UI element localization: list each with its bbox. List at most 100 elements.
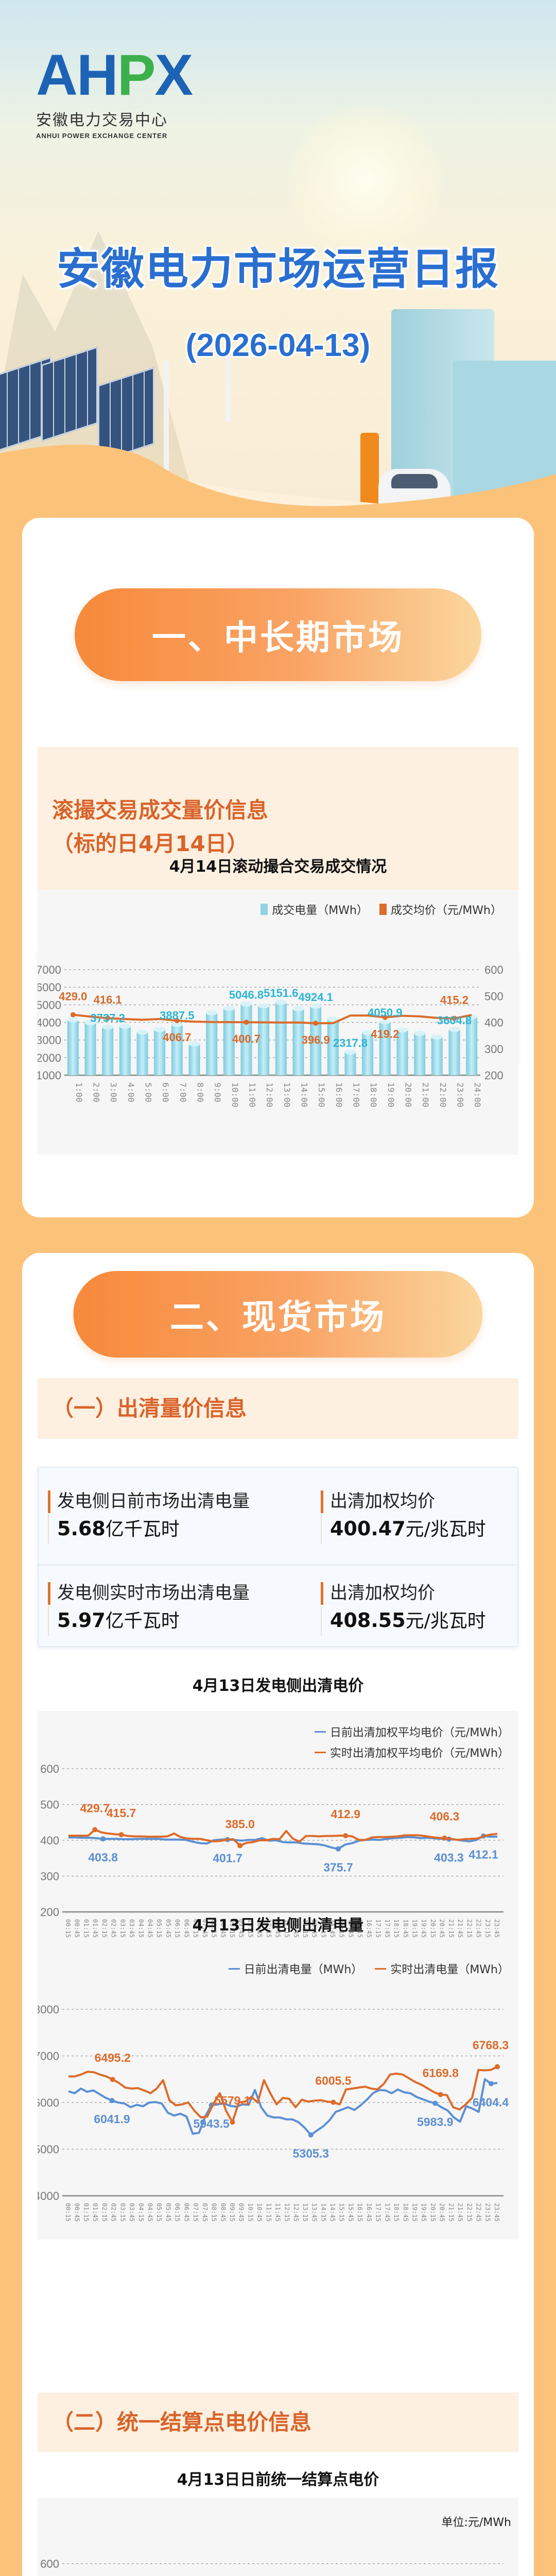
svg-text:11:15: 11:15 — [265, 1919, 272, 1938]
svg-text:5943.5: 5943.5 — [193, 2117, 230, 2130]
svg-text:500: 500 — [40, 1799, 59, 1811]
solar-panel-illustration — [0, 346, 154, 463]
svg-text:11:45: 11:45 — [274, 2203, 282, 2222]
svg-text:16:00: 16:00 — [334, 1082, 344, 1107]
svg-text:5151.6: 5151.6 — [264, 987, 298, 999]
svg-text:08:45: 08:45 — [219, 1919, 227, 1938]
svg-text:07:15: 07:15 — [192, 2203, 199, 2222]
svg-text:19:15: 19:15 — [411, 1919, 418, 1938]
svg-text:19:45: 19:45 — [420, 1919, 427, 1938]
svg-text:18:15: 18:15 — [393, 1919, 400, 1938]
svg-text:415.2: 415.2 — [440, 994, 468, 1007]
chart-title: 4月13日发电侧出清电价 — [192, 1677, 364, 1695]
svg-text:15:45: 15:45 — [347, 1919, 354, 1938]
svg-text:18:45: 18:45 — [402, 2203, 409, 2222]
svg-text:416.1: 416.1 — [94, 993, 122, 1006]
logo-english-name: ANHUI POWER EXCHANGE CENTER — [36, 132, 168, 140]
svg-text:13:45: 13:45 — [311, 2203, 318, 2222]
svg-text:07:45: 07:45 — [201, 2203, 208, 2222]
chart-da-settlement-price: 200300400500600407.2403.1400.2381.2402.2… — [38, 2498, 518, 2576]
svg-text:2000: 2000 — [38, 1052, 61, 1064]
svg-text:21:15: 21:15 — [447, 2203, 455, 2222]
svg-text:13:00: 13:00 — [282, 1082, 292, 1107]
svg-text:17:45: 17:45 — [384, 1919, 391, 1938]
svg-text:06:15: 06:15 — [174, 1919, 181, 1938]
svg-text:3604.8: 3604.8 — [437, 1014, 472, 1027]
svg-text:6768.3: 6768.3 — [473, 2038, 509, 2052]
svg-text:09:45: 09:45 — [238, 2203, 245, 2222]
chart-rolling-trade: 1000 2000 3000 4000 5000 6000 7000 200 300 400 500… — [38, 890, 518, 1155]
svg-text:406.7: 406.7 — [163, 1031, 191, 1044]
svg-text:15:00: 15:00 — [317, 1082, 326, 1107]
svg-text:429.7: 429.7 — [80, 1801, 110, 1815]
svg-text:20:15: 20:15 — [429, 2203, 437, 2222]
svg-text:9:00: 9:00 — [213, 1082, 222, 1103]
svg-text:04:45: 04:45 — [147, 1919, 154, 1938]
svg-text:00:15: 00:15 — [64, 1919, 72, 1938]
svg-text:6404.4: 6404.4 — [473, 2095, 509, 2109]
svg-text:15:45: 15:45 — [347, 2203, 354, 2222]
svg-text:03:45: 03:45 — [128, 2203, 135, 2222]
svg-text:16:45: 16:45 — [366, 1919, 373, 1938]
svg-text:09:15: 09:15 — [229, 2203, 236, 2222]
svg-text:8000: 8000 — [38, 2003, 59, 2016]
svg-text:6:00: 6:00 — [161, 1082, 170, 1103]
svg-text:11:45: 11:45 — [274, 1919, 282, 1938]
svg-text:600: 600 — [40, 2557, 59, 2570]
svg-text:08:15: 08:15 — [211, 2203, 218, 2222]
svg-text:09:15: 09:15 — [229, 1919, 236, 1938]
svg-text:6041.9: 6041.9 — [94, 2112, 130, 2126]
svg-text:05:15: 05:15 — [155, 1919, 163, 1938]
svg-text:20:00: 20:00 — [404, 1082, 413, 1107]
subsection-banner: （二）统一结算点电价信息 — [38, 2393, 518, 2452]
svg-text:23:45: 23:45 — [493, 2203, 500, 2222]
svg-text:14:45: 14:45 — [329, 1919, 336, 1938]
subsection-banner: 滚撮交易成交量价信息 （标的日4月14日） — [38, 747, 518, 907]
svg-text:18:45: 18:45 — [402, 1919, 409, 1938]
svg-text:22:00: 22:00 — [438, 1082, 448, 1107]
svg-text:14:00: 14:00 — [300, 1082, 309, 1107]
svg-text:5579.1: 5579.1 — [214, 2094, 251, 2107]
svg-text:5:00: 5:00 — [144, 1082, 153, 1103]
svg-text:20:45: 20:45 — [439, 2203, 446, 2222]
svg-text:6000: 6000 — [38, 2096, 59, 2109]
svg-text:2:00: 2:00 — [92, 1082, 101, 1103]
svg-text:21:15: 21:15 — [447, 1919, 455, 1938]
svg-text:14:15: 14:15 — [320, 2203, 327, 2222]
svg-text:200: 200 — [484, 1069, 503, 1082]
svg-text:396.9: 396.9 — [302, 1033, 330, 1046]
svg-text:22:45: 22:45 — [475, 1919, 482, 1938]
svg-text:3887.5: 3887.5 — [160, 1009, 194, 1022]
svg-text:22:15: 22:15 — [466, 2203, 473, 2222]
svg-text:5000: 5000 — [38, 2143, 59, 2156]
svg-text:24:00: 24:00 — [473, 1082, 482, 1107]
svg-text:300: 300 — [484, 1043, 503, 1056]
svg-text:385.0: 385.0 — [225, 1817, 255, 1831]
svg-text:2317.8: 2317.8 — [333, 1037, 368, 1049]
logo-mark: AHPX — [36, 43, 193, 107]
svg-text:7:00: 7:00 — [178, 1082, 188, 1103]
svg-text:13:15: 13:15 — [302, 2203, 309, 2222]
svg-text:02:45: 02:45 — [110, 2203, 117, 2222]
svg-text:6000: 6000 — [38, 981, 61, 994]
svg-text:21:45: 21:45 — [457, 2203, 464, 2222]
svg-text:401.7: 401.7 — [213, 1852, 242, 1865]
svg-text:6169.8: 6169.8 — [423, 2066, 459, 2080]
svg-text:19:00: 19:00 — [386, 1082, 396, 1107]
svg-text:400.7: 400.7 — [232, 1032, 260, 1045]
svg-text:00:15: 00:15 — [64, 2203, 72, 2222]
svg-text:04:15: 04:15 — [137, 2203, 145, 2222]
svg-text:15:15: 15:15 — [338, 1919, 345, 1938]
svg-text:22:15: 22:15 — [466, 1919, 473, 1938]
chart-title: 4月13日发电侧出清电量 — [192, 1917, 364, 1935]
svg-text:06:15: 06:15 — [174, 2203, 181, 2222]
svg-text:12:00: 12:00 — [265, 1082, 274, 1107]
svg-text:21:45: 21:45 — [457, 1919, 464, 1938]
svg-text:00:45: 00:45 — [74, 1919, 81, 1938]
svg-text:23:00: 23:00 — [456, 1082, 465, 1107]
svg-text:07:15: 07:15 — [192, 1919, 199, 1938]
kpi-panel-day-ahead: 发电侧日前市场出清电量 5.68亿千瓦时 出清加权均价 400.47元/兆瓦时 — [38, 1467, 518, 1568]
svg-text:02:15: 02:15 — [101, 2203, 108, 2222]
svg-text:400: 400 — [484, 1016, 503, 1029]
svg-text:16:15: 16:15 — [356, 1919, 363, 1938]
